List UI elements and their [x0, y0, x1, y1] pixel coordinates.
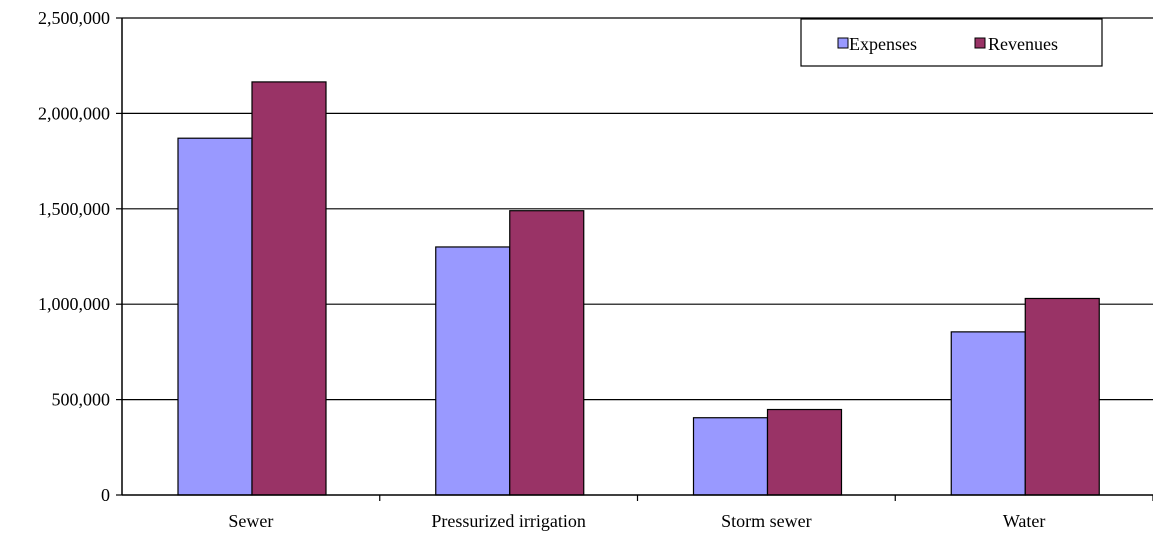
x-tick-label: Sewer — [228, 511, 273, 531]
bar-revenues-1 — [510, 211, 584, 495]
legend: Expenses Revenues — [801, 19, 1102, 66]
bar-expenses-3 — [951, 332, 1025, 495]
legend-label-expenses: Expenses — [849, 34, 917, 54]
y-tick-label: 2,500,000 — [38, 8, 110, 28]
x-tick-label: Storm sewer — [721, 511, 811, 531]
legend-swatch-expenses — [838, 38, 848, 48]
y-ticks: 0 500,000 1,000,000 1,500,000 2,000,000 2,500… — [38, 8, 122, 505]
y-tick-label: 1,500,000 — [38, 199, 110, 219]
bar-expenses-2 — [694, 418, 768, 495]
bar-revenues-0 — [252, 82, 326, 495]
x-tick-label: Water — [1003, 511, 1046, 531]
legend-swatch-revenues — [975, 38, 985, 48]
y-tick-label: 2,000,000 — [38, 103, 110, 123]
bars — [178, 82, 1099, 495]
bar-expenses-1 — [436, 247, 510, 495]
y-tick-label: 500,000 — [52, 390, 111, 410]
bar-revenues-3 — [1025, 298, 1099, 495]
bar-revenues-2 — [768, 410, 842, 495]
bar-expenses-0 — [178, 138, 252, 495]
y-tick-label: 1,000,000 — [38, 294, 110, 314]
x-tick-label: Pressurized irrigation — [431, 511, 585, 531]
legend-label-revenues: Revenues — [988, 34, 1058, 54]
y-tick-label: 0 — [101, 485, 110, 505]
x-ticks: Sewer Pressurized irrigation Storm sewer Wa… — [228, 495, 1153, 531]
